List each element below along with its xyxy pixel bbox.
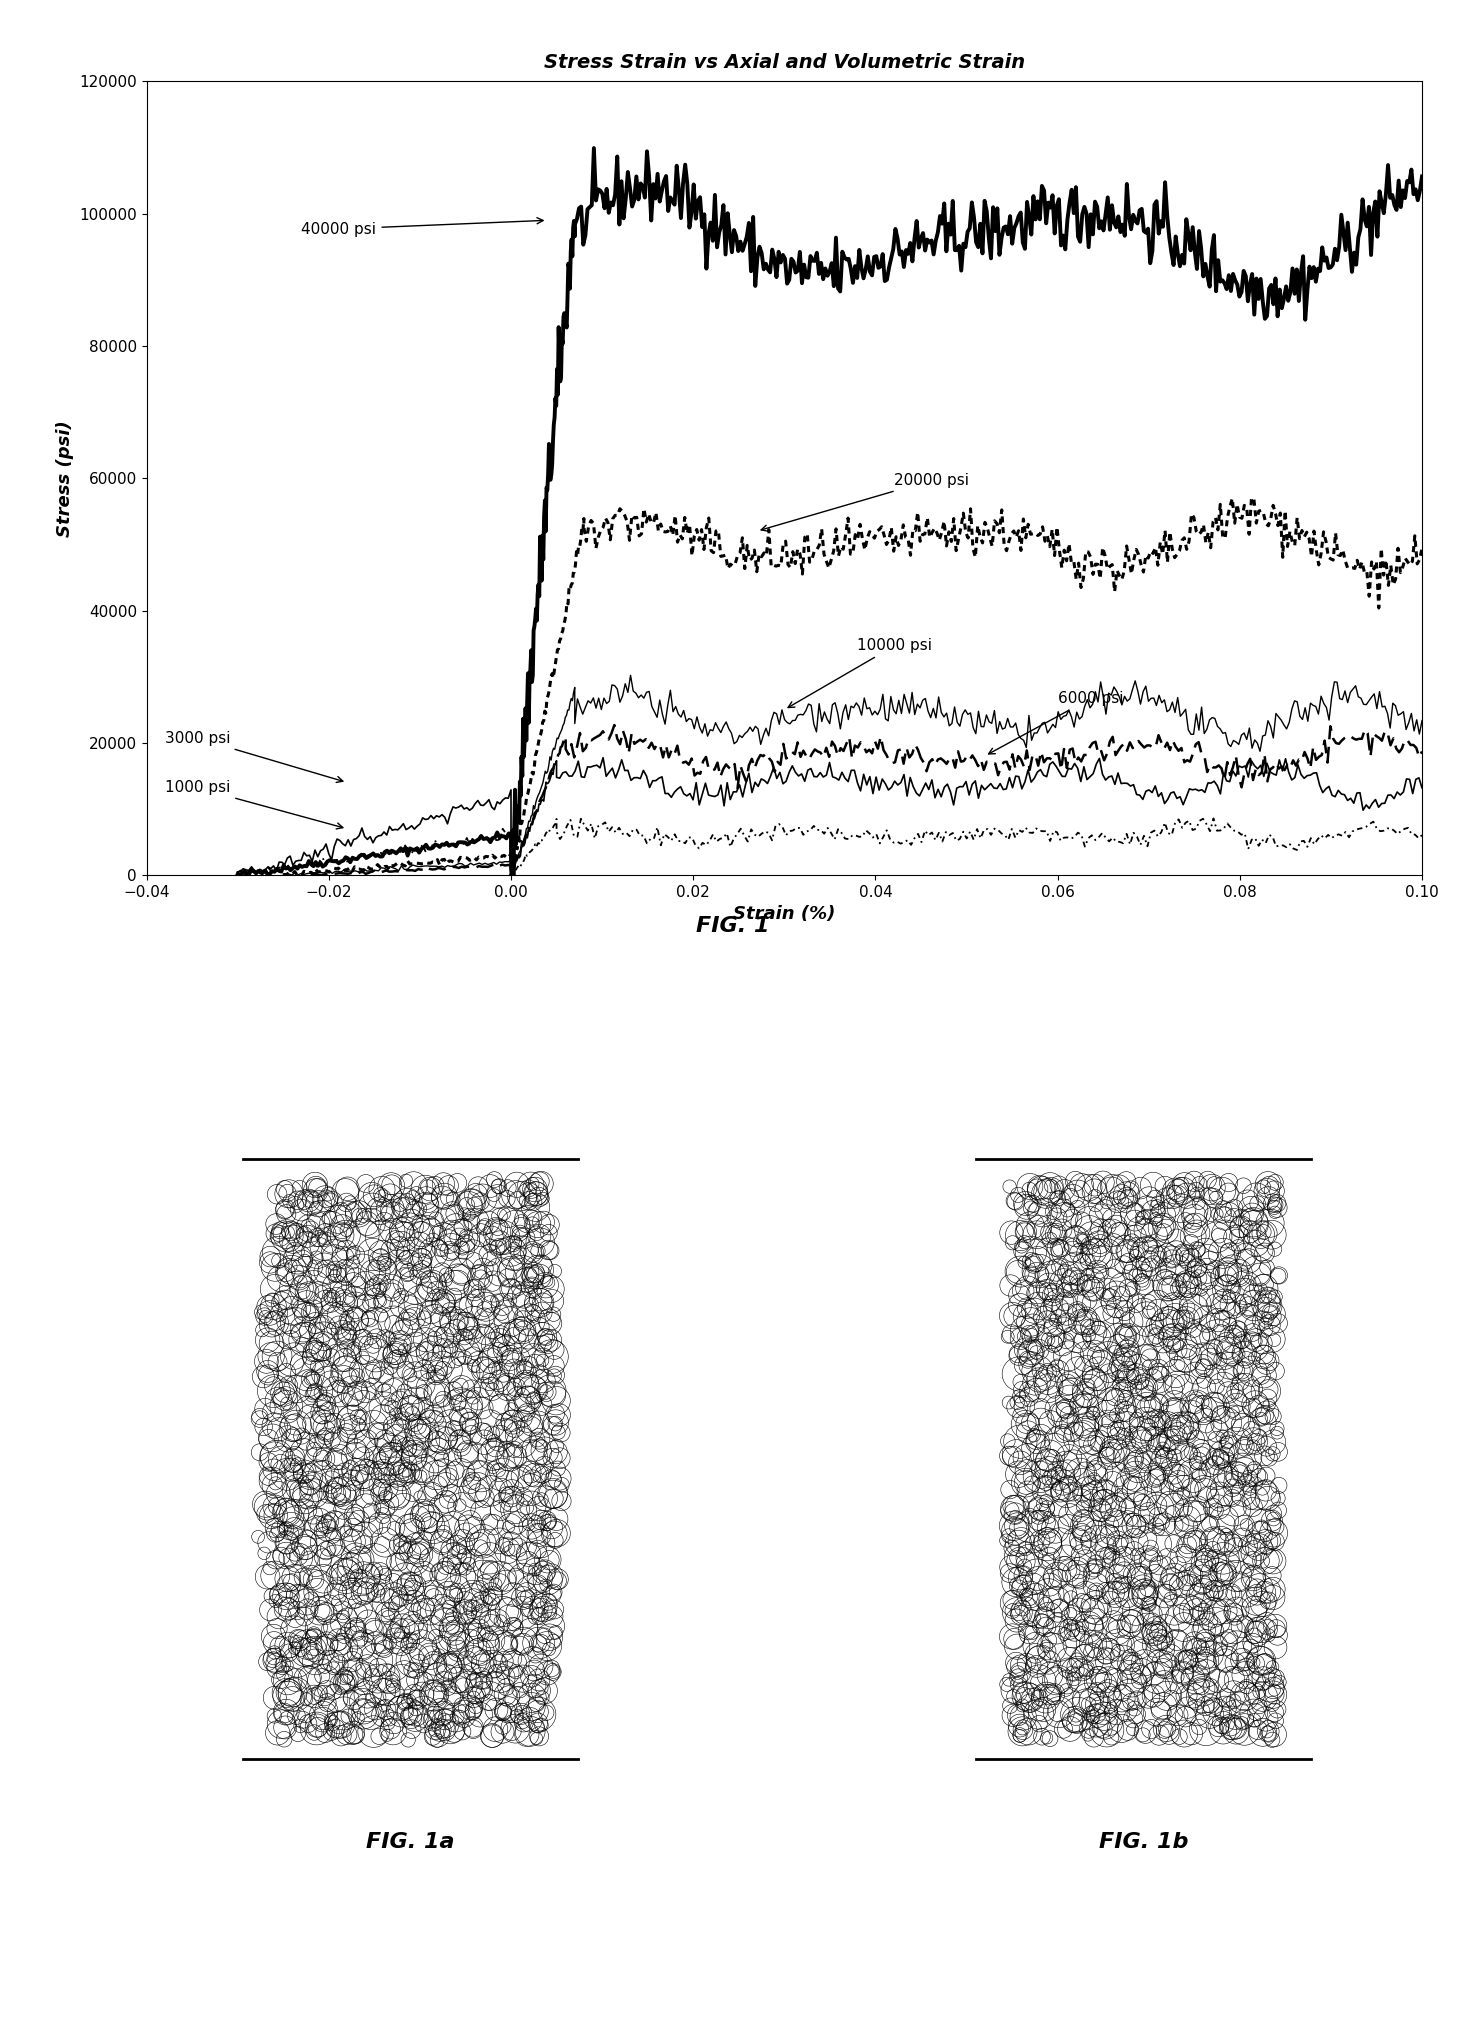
X-axis label: Strain (%): Strain (%) <box>733 906 836 924</box>
Text: FIG. 1b: FIG. 1b <box>1100 1832 1187 1852</box>
Y-axis label: Stress (psi): Stress (psi) <box>56 419 73 537</box>
Text: 20000 psi: 20000 psi <box>761 472 969 531</box>
Text: 40000 psi: 40000 psi <box>302 218 542 236</box>
Title: Stress Strain vs Axial and Volumetric Strain: Stress Strain vs Axial and Volumetric St… <box>544 53 1025 71</box>
Text: 6000 psi: 6000 psi <box>988 692 1123 753</box>
Text: 10000 psi: 10000 psi <box>789 639 932 708</box>
Text: 3000 psi: 3000 psi <box>164 731 343 781</box>
Text: FIG. 1a: FIG. 1a <box>366 1832 454 1852</box>
Text: 1000 psi: 1000 psi <box>164 779 343 828</box>
Text: FIG. 1: FIG. 1 <box>696 916 770 936</box>
